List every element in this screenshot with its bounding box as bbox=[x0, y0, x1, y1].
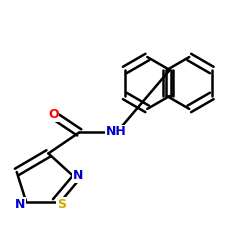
Text: N: N bbox=[73, 169, 83, 182]
Text: N: N bbox=[15, 198, 25, 210]
Text: NH: NH bbox=[106, 125, 127, 138]
Text: O: O bbox=[48, 108, 58, 121]
Text: S: S bbox=[57, 198, 66, 210]
